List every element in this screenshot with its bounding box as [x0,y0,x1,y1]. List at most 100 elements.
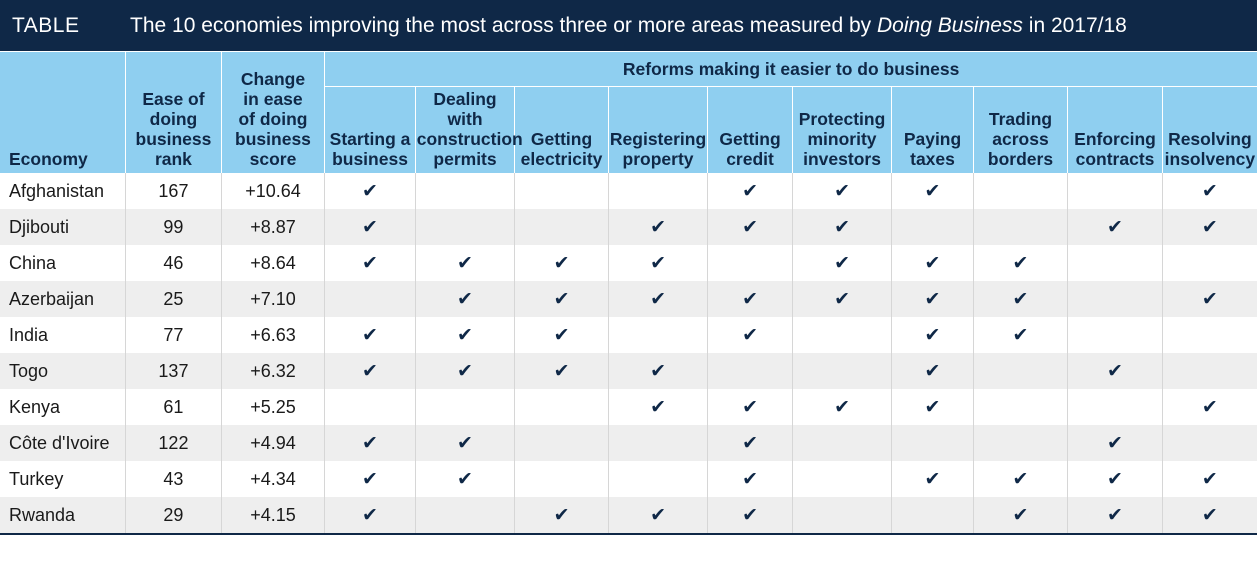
check-icon: ✔ [1201,504,1218,526]
check-icon: ✔ [834,288,850,310]
header-reform-line: electricity [520,149,603,169]
cell-economy: Kenya [0,389,126,425]
header-change-line: score [249,149,297,169]
cell-reform-3 [607,317,708,353]
cell-reform-5: ✔ [791,173,892,209]
cell-reform-8 [1067,317,1163,353]
cell-reform-9 [1161,353,1257,389]
cell-rank: 99 [125,209,222,245]
header-reform-line: permits [433,149,497,169]
check-icon: ✔ [742,432,758,454]
cell-reform-7: ✔ [972,497,1068,535]
header-reform-line: business [332,149,408,169]
cell-economy: Togo [0,353,126,389]
cell-reform-6: ✔ [891,281,974,317]
cell-reform-3 [607,173,708,209]
header-reform-line: Getting [530,129,593,149]
cell-reform-5 [791,353,892,389]
cell-reform-1: ✔ [414,317,515,353]
check-icon: ✔ [457,324,473,346]
header-reform-5: Protecting minority investors [791,86,892,173]
cell-reform-4 [707,245,793,281]
cell-reform-5 [791,497,892,535]
cell-rank: 46 [125,245,222,281]
header-reform-line: investors [803,149,881,169]
title-text-before: The 10 economies improving the most acro… [130,13,878,37]
cell-reform-8: ✔ [1067,461,1163,497]
header-reform-line: Protecting [798,109,886,129]
header-reform-line: Registering [609,129,707,149]
check-icon: ✔ [650,288,666,310]
cell-reform-5 [791,317,892,353]
header-reform-8: Enforcing contracts [1067,86,1163,173]
cell-reform-6: ✔ [891,353,974,389]
cell-reform-8: ✔ [1067,353,1163,389]
table-row: India 77 +6.63 ✔ ✔ ✔ ✔ ✔ ✔ [0,317,1257,353]
header-reform-1: Dealing with construction permits [414,86,523,173]
check-icon: ✔ [553,360,570,382]
cell-reform-7: ✔ [972,245,1068,281]
header-reform-7: Trading across borders [972,86,1068,173]
header-reform-line: Getting [719,129,781,149]
header-rank: Ease of doing business rank [125,51,222,173]
cell-reform-7 [972,389,1068,425]
cell-economy: Afghanistan [0,173,126,209]
table-row: Turkey 43 +4.34 ✔ ✔ ✔ ✔ ✔ ✔ ✔ [0,461,1257,497]
cell-reform-2 [514,209,609,245]
cell-reform-0: ✔ [324,317,416,353]
header-reform-3: Registering property [607,86,708,173]
cell-reform-4: ✔ [707,425,793,461]
cell-reform-0: ✔ [324,425,416,461]
check-icon: ✔ [650,396,666,418]
header-reform-line: Trading [988,109,1053,129]
cell-reform-8 [1067,389,1163,425]
header-rank-line: business [135,129,212,149]
check-icon: ✔ [1201,288,1218,310]
check-icon: ✔ [650,360,666,382]
cell-change: +7.10 [220,281,325,317]
header-reform-line: minority [807,129,877,149]
cell-rank: 25 [125,281,222,317]
cell-reform-6: ✔ [891,389,974,425]
cell-reform-7 [972,209,1068,245]
table-title: The 10 economies improving the most acro… [125,14,1127,38]
cell-reform-6: ✔ [891,317,974,353]
cell-reform-8 [1067,245,1163,281]
title-text-after: in 2017/18 [1022,13,1127,37]
check-icon: ✔ [834,216,850,238]
cell-rank: 43 [125,461,222,497]
header-reform-line: taxes [910,149,955,169]
cell-reform-7: ✔ [972,281,1068,317]
title-text-italic: Doing Business [877,13,1023,37]
cell-change: +8.87 [220,209,325,245]
check-icon: ✔ [650,504,666,526]
cell-reform-8: ✔ [1067,497,1163,535]
cell-change: +4.15 [220,497,325,535]
cell-reform-2 [514,461,609,497]
cell-reform-3 [607,425,708,461]
header-reform-line: Dealing [433,89,497,109]
cell-reform-0 [324,281,416,317]
check-icon: ✔ [1107,360,1123,382]
cell-reform-9: ✔ [1161,173,1257,209]
check-icon: ✔ [1012,468,1029,490]
check-icon: ✔ [742,468,758,490]
header-reform-9: Resolving insolvency [1161,86,1257,173]
cell-reform-2: ✔ [514,353,609,389]
cell-reform-7: ✔ [972,317,1068,353]
check-icon: ✔ [742,324,758,346]
cell-reform-1: ✔ [414,461,515,497]
cell-reform-1 [414,389,515,425]
header-reform-0: Starting a business [324,86,416,173]
cell-reform-2 [514,425,609,461]
check-icon: ✔ [742,504,758,526]
table-row: Djibouti 99 +8.87 ✔ ✔ ✔ ✔ ✔ ✔ [0,209,1257,245]
cell-reform-5: ✔ [791,209,892,245]
cell-reform-4: ✔ [707,389,793,425]
header-change: Change in ease of doing business score [220,51,325,173]
cell-reform-7 [972,353,1068,389]
header-reform-line: borders [987,149,1054,169]
cell-reform-1 [414,173,515,209]
cell-reform-3: ✔ [607,353,708,389]
cell-reform-5: ✔ [791,245,892,281]
